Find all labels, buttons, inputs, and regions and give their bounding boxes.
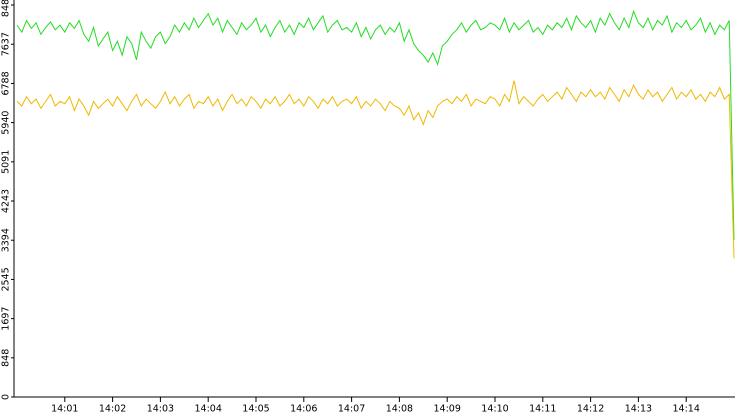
x-tick-label: 14:09 [434,404,461,415]
y-tick-label: 2545 [1,267,12,291]
y-tick-label: 848 [1,349,12,367]
y-tick-label: 0 [1,394,12,400]
y-tick-label: 3394 [1,228,12,252]
x-tick-label: 14:06 [290,404,317,415]
x-tick-label: 14:12 [577,404,604,415]
y-tick-label: 4243 [1,189,12,213]
y-tick-label: 6788 [1,71,12,95]
series-line [16,9,735,240]
y-tick-label: 7637 [1,32,12,56]
x-tick-label: 14:01 [51,404,78,415]
x-tick-label: 14:05 [242,404,269,415]
x-tick-label: 14:10 [481,404,508,415]
x-tick-label: 14:11 [529,404,556,415]
y-tick-label: 5091 [1,150,12,174]
y-tick-label: 5940 [1,111,12,135]
y-tick-label: 8486 [1,0,12,17]
x-tick-label: 14:02 [99,404,126,415]
x-tick-label: 14:03 [147,404,174,415]
y-tick-label: 1697 [1,307,12,331]
x-tick-label: 14:13 [625,404,652,415]
x-tick-label: 14:04 [195,404,222,415]
x-tick-label: 14:08 [386,404,413,415]
x-tick-label: 14:14 [673,404,700,415]
x-tick-label: 14:07 [338,404,365,415]
series-line [16,80,735,259]
